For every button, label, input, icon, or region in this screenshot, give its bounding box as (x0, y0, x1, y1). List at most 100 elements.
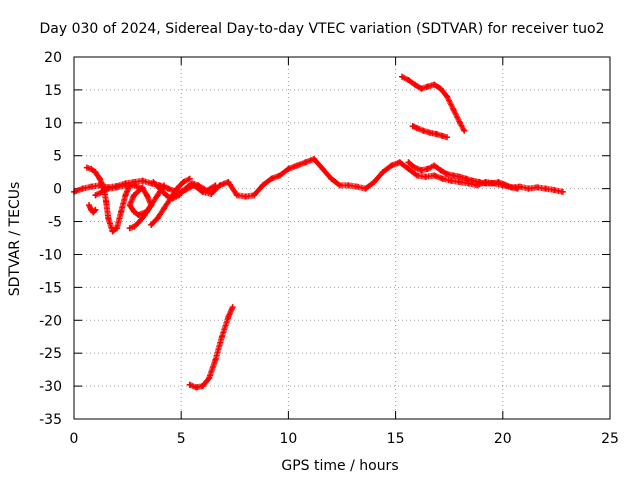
data-marker (412, 171, 419, 178)
data-point (514, 185, 521, 192)
data-marker (448, 102, 455, 109)
y-tick-label: 20 (44, 50, 62, 66)
data-point (188, 180, 195, 187)
data-point (139, 184, 146, 191)
data-point (444, 93, 451, 100)
data-point (135, 219, 142, 226)
x-tick-label: 20 (494, 431, 512, 447)
series-deep-arc (186, 304, 236, 391)
y-tick-label: 15 (44, 83, 62, 99)
data-marker (459, 123, 466, 130)
data-point (450, 106, 457, 113)
data-point (161, 205, 168, 212)
y-tick-label: -5 (48, 215, 62, 231)
data-point (437, 167, 444, 174)
data-point (431, 172, 438, 179)
x-tick-label: 0 (70, 431, 79, 447)
x-axis-label: GPS time / hours (281, 458, 398, 474)
data-point (242, 193, 249, 200)
data-point (450, 172, 457, 179)
data-point (463, 175, 470, 182)
data-point (424, 83, 431, 90)
data-point (203, 187, 210, 194)
data-point (154, 215, 161, 222)
data-point (143, 192, 150, 199)
data-point (180, 179, 187, 186)
data-point (86, 202, 93, 209)
data-point (525, 185, 532, 192)
y-axis-label: SDTVAR / TECUs (7, 182, 23, 297)
y-tick-label: -15 (39, 280, 62, 296)
data-point (126, 202, 133, 209)
data-point (336, 182, 343, 189)
data-point (96, 175, 103, 182)
y-tick-label: -25 (39, 346, 62, 362)
data-point (559, 188, 566, 195)
y-tick-label: -10 (39, 247, 62, 263)
data-point (113, 184, 120, 191)
data-point (444, 171, 451, 178)
data-point (433, 131, 440, 138)
data-point (92, 192, 99, 199)
data-marker (454, 115, 461, 122)
data-point (103, 198, 110, 205)
data-marker (447, 100, 454, 107)
data-marker (447, 101, 454, 108)
data-point (411, 81, 418, 88)
data-point (424, 165, 431, 172)
data-marker (446, 98, 453, 105)
data-point (396, 159, 403, 166)
data-point (193, 384, 200, 391)
data-point (98, 188, 105, 195)
y-tick-label: 0 (53, 182, 62, 198)
data-point (414, 125, 421, 132)
data-point (411, 164, 418, 171)
data-point (371, 179, 378, 186)
data-point (285, 165, 292, 172)
data-point (88, 183, 95, 190)
data-point (345, 182, 352, 189)
data-point (92, 206, 99, 213)
data-points (71, 73, 566, 391)
data-point (551, 186, 558, 193)
data-point (199, 383, 206, 390)
data-point (122, 182, 129, 189)
data-point (88, 165, 95, 172)
series-high-arc (399, 73, 468, 134)
data-marker (453, 111, 460, 118)
data-point (439, 175, 446, 182)
data-marker (454, 114, 461, 121)
data-point (141, 211, 148, 218)
data-point (293, 162, 300, 169)
data-point (437, 85, 444, 92)
x-tick-label: 15 (387, 431, 405, 447)
data-point (218, 333, 225, 340)
data-point (161, 182, 168, 189)
data-point (131, 182, 138, 189)
data-point (118, 208, 125, 215)
data-point (186, 175, 193, 182)
data-point (139, 177, 146, 184)
data-point (109, 228, 116, 235)
data-point (259, 182, 266, 189)
data-point (469, 177, 476, 184)
data-point (420, 127, 427, 134)
data-point (501, 181, 508, 188)
data-point (165, 185, 172, 192)
data-point (405, 165, 412, 172)
data-point (251, 192, 258, 199)
data-point (439, 132, 446, 139)
data-point (208, 190, 215, 197)
data-point (92, 169, 99, 176)
chart-title: Day 030 of 2024, Sidereal Day-to-day VTE… (39, 21, 604, 37)
data-point (328, 175, 335, 182)
data-point (426, 129, 433, 136)
data-point (418, 167, 425, 174)
data-point (169, 195, 176, 202)
x-tick-label: 10 (279, 431, 297, 447)
data-point (176, 192, 183, 199)
data-point (173, 185, 180, 192)
data-point (131, 223, 138, 230)
data-point (414, 172, 421, 179)
y-tick-label: -35 (39, 412, 62, 428)
